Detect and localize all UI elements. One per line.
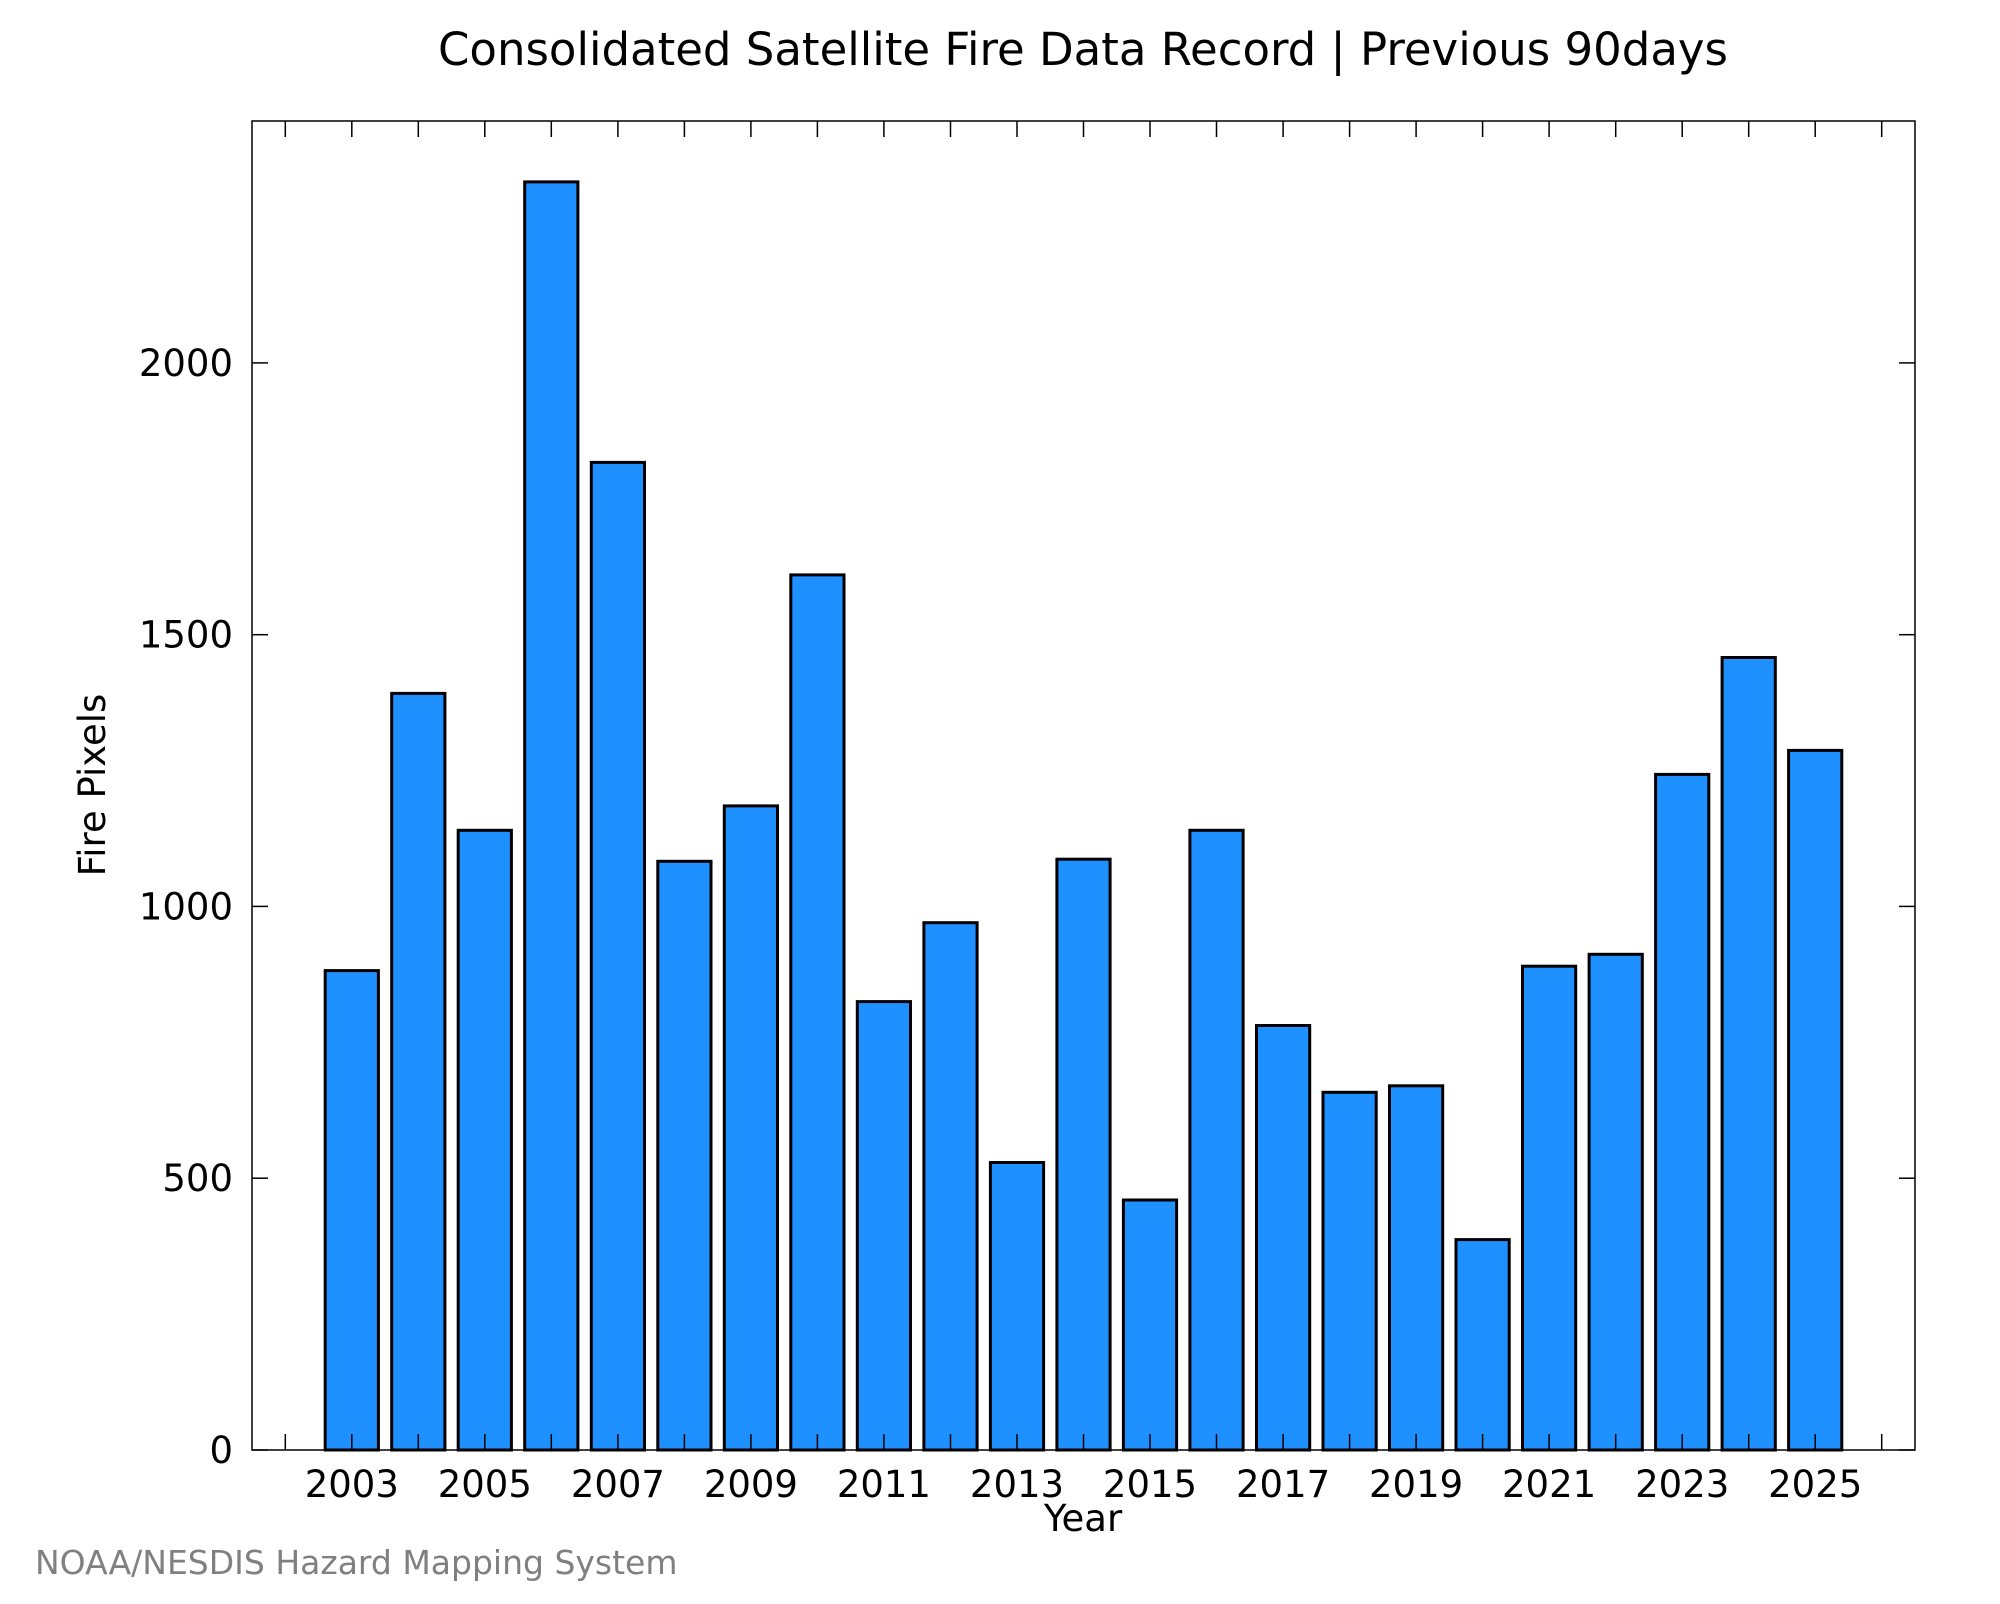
- y-axis-label: Fire Pixels: [71, 694, 114, 877]
- bar-2015: [1121, 1198, 1179, 1452]
- chart-title: Consolidated Satellite Fire Data Record …: [438, 23, 1728, 76]
- x-axis-label: Year: [1043, 1497, 1123, 1540]
- bar-2017: [1255, 1024, 1312, 1452]
- bar-2021: [1521, 964, 1578, 1452]
- y-tick-label: 0: [209, 1429, 233, 1472]
- y-tick-label: 1000: [139, 885, 233, 928]
- x-tick-label: 2017: [1236, 1463, 1330, 1506]
- bar-2013: [988, 1161, 1046, 1452]
- bar-2005: [456, 828, 513, 1452]
- bar-2023: [1654, 772, 1711, 1452]
- x-tick-label: 2021: [1502, 1463, 1596, 1506]
- bar-2019: [1388, 1084, 1445, 1452]
- y-tick-label: 500: [162, 1157, 233, 1200]
- bar-2012: [922, 921, 979, 1452]
- x-tick-label: 2011: [837, 1463, 931, 1506]
- credit-text: NOAA/NESDIS Hazard Mapping System: [35, 1543, 678, 1582]
- bars-layer: [323, 180, 1844, 1452]
- bar-2004: [390, 691, 447, 1452]
- bar-2007: [589, 460, 646, 1452]
- bar-2024: [1720, 656, 1777, 1452]
- x-tick-label: 2007: [571, 1463, 665, 1506]
- bar-2011: [855, 1000, 912, 1452]
- bar-2010: [789, 573, 846, 1452]
- x-tick-label: 2005: [438, 1463, 532, 1506]
- bar-2003: [323, 969, 380, 1452]
- x-tick-label: 2023: [1635, 1463, 1729, 1506]
- x-tick-label: 2013: [970, 1463, 1064, 1506]
- bar-2020: [1454, 1238, 1511, 1452]
- x-tick-label: 2015: [1103, 1463, 1197, 1506]
- bar-2008: [656, 859, 713, 1452]
- bar-2022: [1587, 952, 1644, 1452]
- bar-2016: [1188, 828, 1245, 1452]
- x-tick-label: 2025: [1768, 1463, 1862, 1506]
- y-tick-label: 2000: [139, 342, 233, 385]
- bar-2025: [1787, 748, 1844, 1452]
- bar-2009: [722, 804, 779, 1452]
- ticks-layer: 2003 2005 2007 2009 2011 2013 2015 2017 2019 2021…: [139, 121, 1915, 1506]
- bar-2018: [1321, 1090, 1378, 1452]
- y-tick-label: 1500: [139, 614, 233, 657]
- bar-2014: [1055, 857, 1112, 1452]
- x-tick-label: 2019: [1369, 1463, 1463, 1506]
- x-tick-label: 2009: [704, 1463, 798, 1506]
- bar-2006: [523, 180, 580, 1452]
- x-tick-label: 2003: [305, 1463, 399, 1506]
